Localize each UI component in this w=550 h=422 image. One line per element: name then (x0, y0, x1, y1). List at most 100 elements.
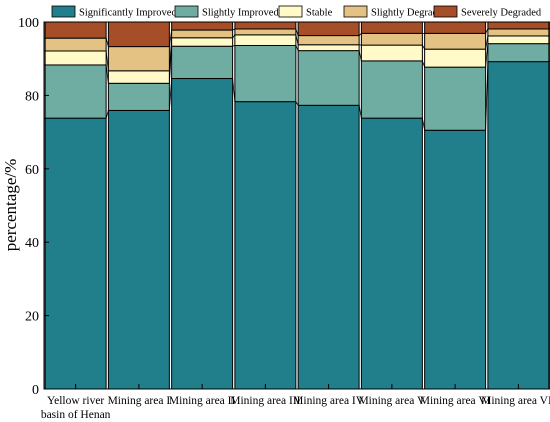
bar-segment (297, 104, 360, 390)
connector-line (168, 37, 173, 71)
x-tick-label: Mining area II (169, 395, 236, 407)
bar-segment (107, 21, 170, 48)
connector-line (295, 34, 299, 45)
bar-segment (297, 50, 360, 106)
bar-segment (44, 117, 107, 390)
x-tick-label: basin of Henan (41, 409, 111, 421)
legend-swatch (343, 5, 368, 18)
bar-segment (487, 35, 550, 45)
connector-line (421, 118, 426, 131)
bar-segment (424, 129, 487, 390)
connector-line (232, 34, 236, 39)
x-tick-label: Mining area VI (420, 395, 491, 407)
bar-segment (44, 64, 107, 119)
y-tick-label: 20 (25, 310, 39, 325)
bar-segment (424, 32, 487, 50)
connectors-layer (105, 21, 489, 131)
connector-line (295, 28, 299, 36)
legend-label: Severely Degraded (461, 8, 542, 19)
connector-line (422, 44, 425, 50)
connector-line (358, 105, 362, 119)
bar-segment (487, 43, 550, 63)
connector-line (232, 45, 235, 47)
bars-layer (44, 21, 550, 390)
bar-segment (424, 66, 487, 131)
connector-line (105, 64, 109, 84)
bar-segment (171, 29, 234, 39)
y-tick-label: 60 (25, 163, 39, 178)
connector-line (485, 61, 489, 131)
bar-segment (487, 61, 550, 390)
legend-label: Significantly Improved (79, 8, 177, 19)
bar-segment (297, 21, 360, 37)
bar-segment (297, 35, 360, 46)
axes-layer: 0 20 40 60 80 100 Yellow river basin of Henan M… (1, 16, 550, 421)
legend: Significantly Improved Slightly Improved S… (51, 5, 542, 19)
bar-segment (107, 82, 170, 111)
legend-label: Slightly Improved (202, 8, 279, 19)
bar-segment (234, 34, 297, 46)
bar-segment (424, 21, 487, 34)
legend-label: Slightly Degraded (371, 8, 448, 19)
bar-segment (44, 21, 107, 39)
bar-segment (360, 44, 423, 62)
legend-swatch (51, 5, 76, 18)
bar-segment (171, 21, 234, 31)
connector-line (232, 28, 236, 31)
y-axis-ticks: 0 20 40 60 80 100 (18, 16, 49, 398)
bar-segment (424, 48, 487, 68)
connector-line (295, 101, 299, 106)
legend-swatch (433, 5, 458, 18)
bar-segment (297, 44, 360, 52)
y-tick-label: 80 (25, 89, 39, 104)
x-tick-label: Yellow river (47, 395, 104, 407)
x-tick-label: Mining area V (358, 395, 426, 407)
bar-segment (487, 21, 550, 30)
y-tick-label: 40 (25, 236, 39, 251)
connector-line (485, 43, 489, 68)
connector-line (358, 50, 362, 61)
connector-line (168, 30, 173, 47)
legend-label: Stable (306, 8, 333, 19)
connector-line (485, 28, 489, 34)
bar-segment (487, 28, 550, 37)
bar-segment (44, 37, 107, 52)
bar-segment (107, 70, 170, 84)
x-tick-label: Mining area I (108, 395, 171, 407)
bar-segment (234, 21, 297, 30)
bar-segment (107, 109, 170, 390)
x-tick-label: Mining area IV (293, 395, 365, 407)
bar-segment (107, 46, 170, 72)
connector-line (421, 60, 426, 68)
legend-swatch (278, 5, 303, 18)
connector-line (232, 78, 236, 102)
bar-segment (171, 45, 234, 80)
bar-segment (234, 101, 297, 390)
y-axis-label: percentage/% (1, 159, 20, 252)
connector-line (168, 46, 173, 84)
bar-segment (171, 37, 234, 47)
bar-segment (171, 78, 234, 390)
connector-line (358, 33, 362, 36)
legend-swatch (174, 5, 199, 18)
bar-segment (234, 44, 297, 103)
bar-segment (360, 60, 423, 119)
x-tick-label: Mining area VII (481, 395, 550, 407)
x-tick-label: Mining area III (230, 395, 300, 407)
bar-segment (44, 50, 107, 66)
connector-line (105, 38, 109, 47)
y-tick-label: 0 (32, 383, 39, 398)
y-tick-label: 100 (18, 16, 39, 31)
connector-line (168, 78, 173, 111)
connector-line (105, 50, 109, 71)
connector-line (295, 45, 299, 51)
bar-segment (234, 28, 297, 36)
plot-frame (43, 21, 550, 390)
connector-line (485, 35, 489, 50)
bar-segment (360, 117, 423, 390)
connector-line (105, 110, 109, 119)
bar-segment (360, 32, 423, 46)
bar-segment (360, 21, 423, 34)
